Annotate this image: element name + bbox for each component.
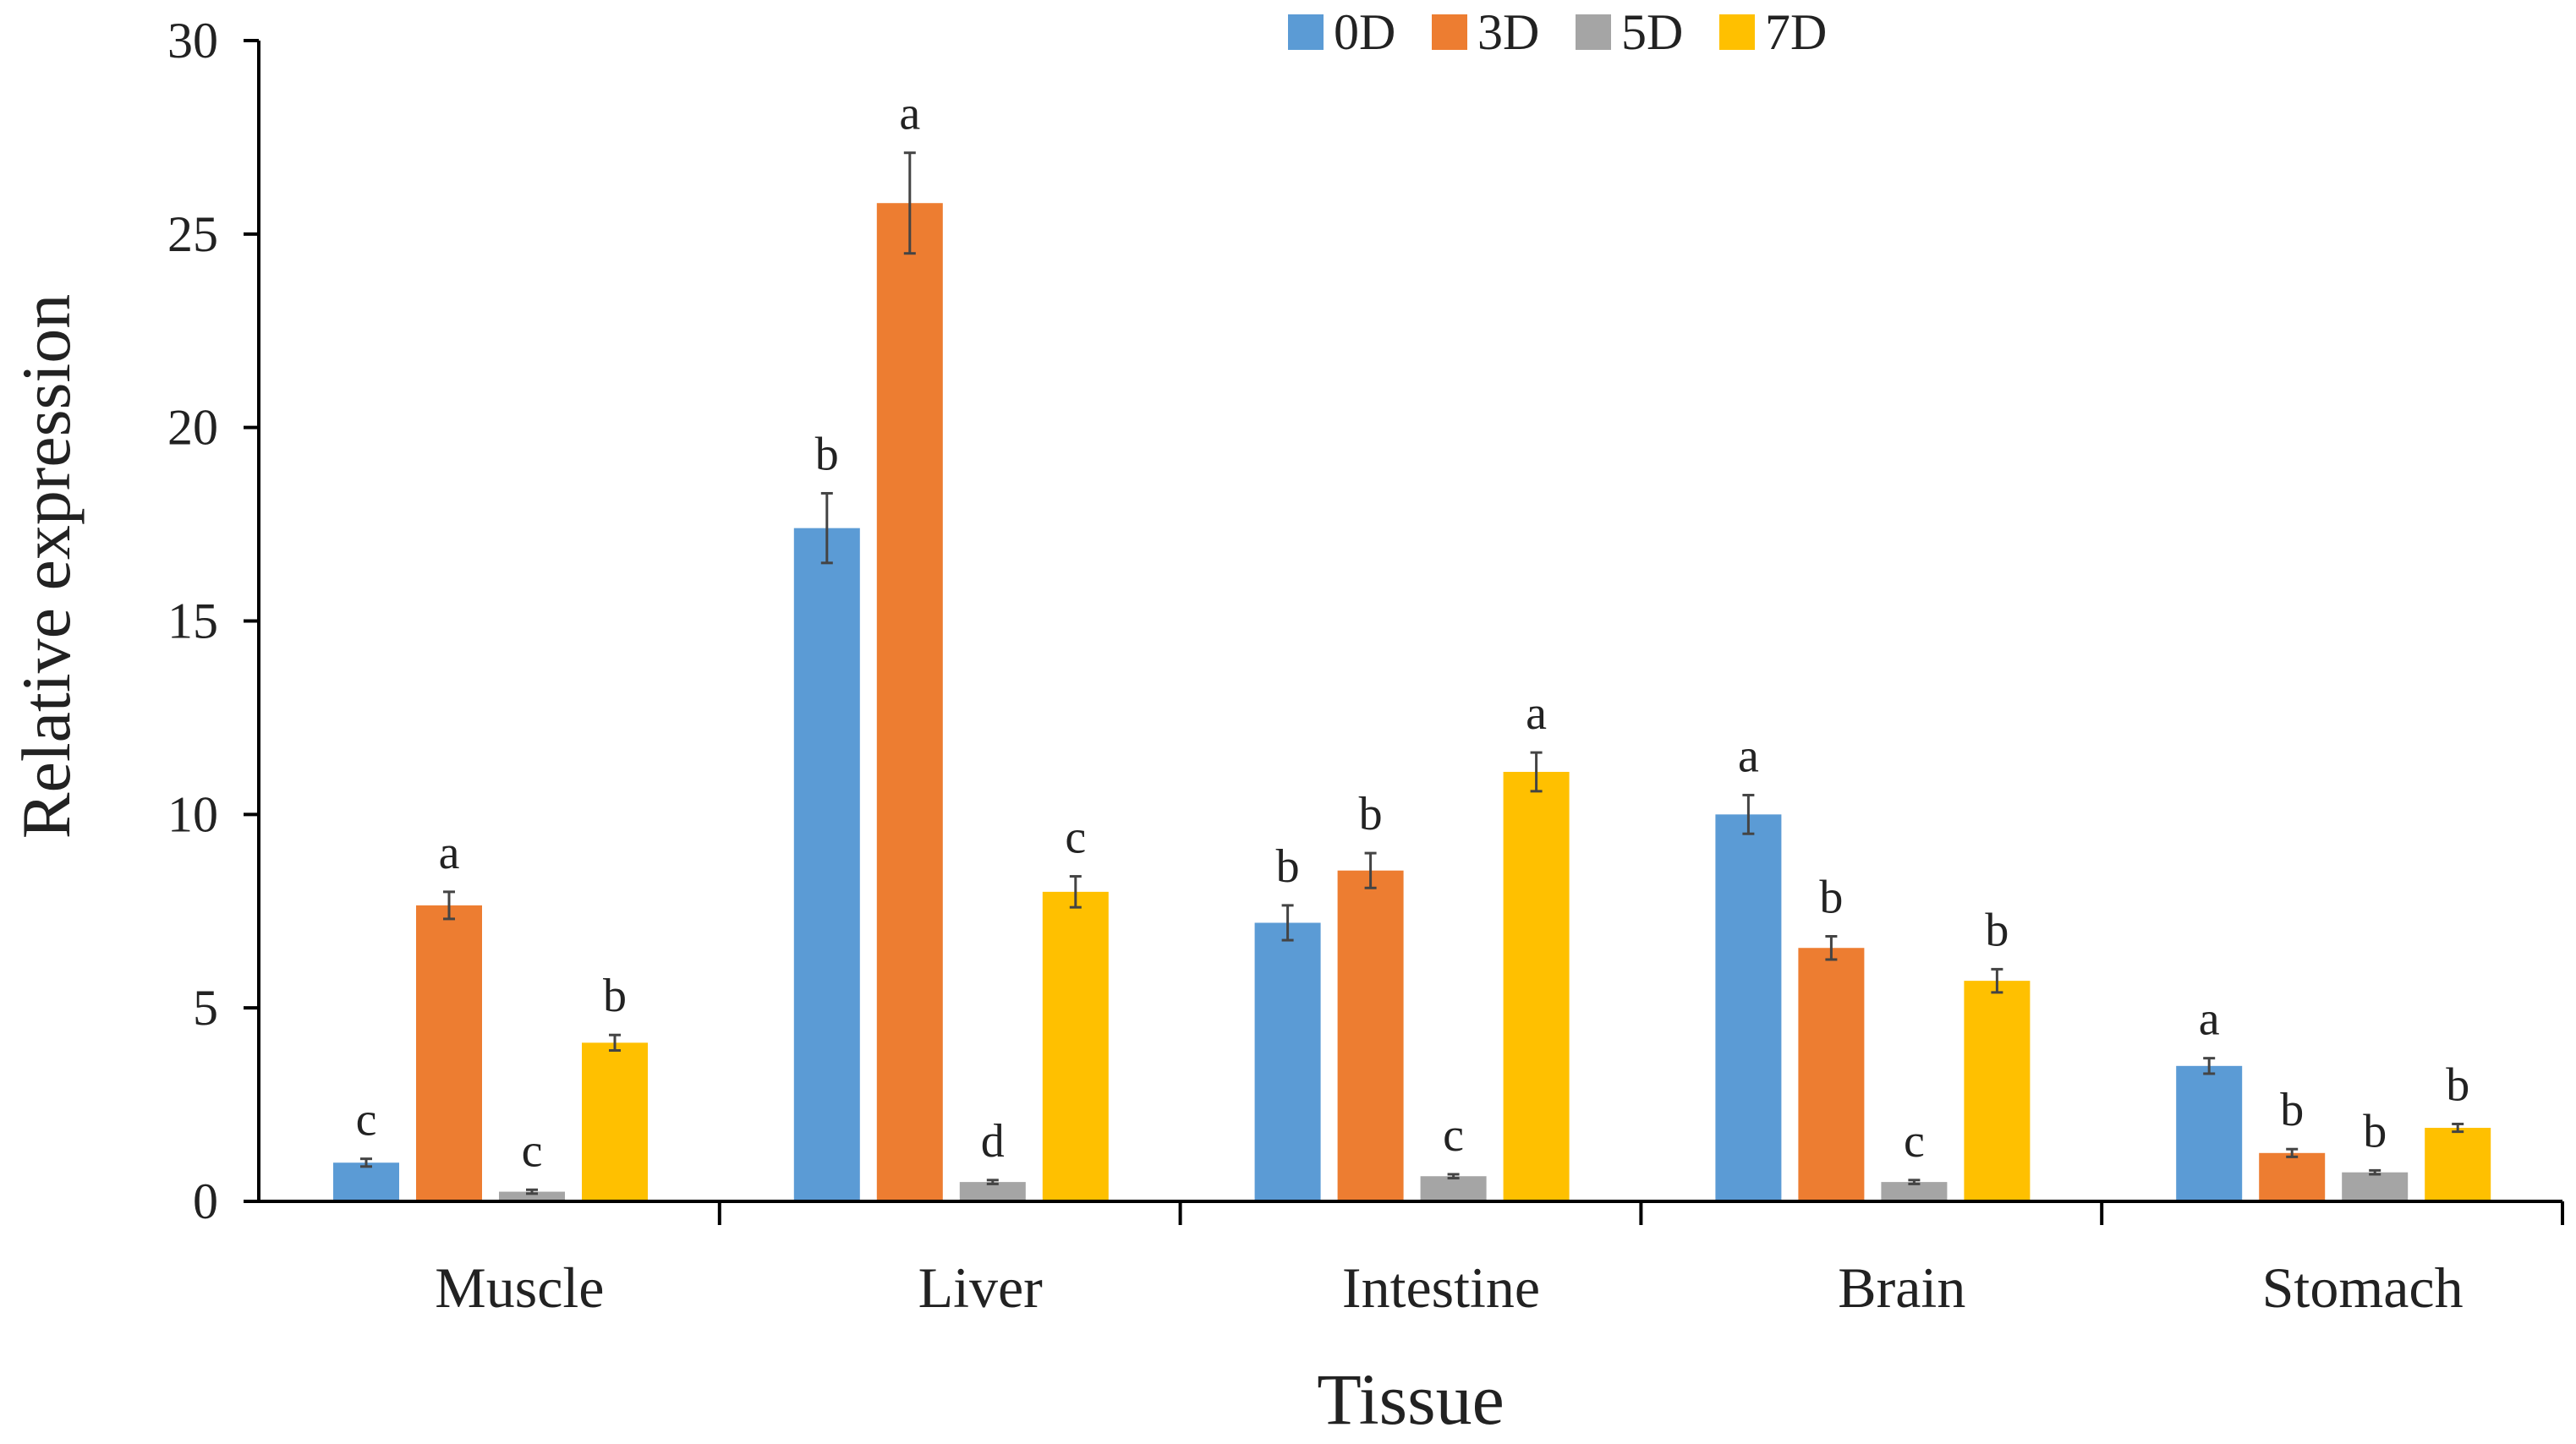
bar-intestine-5d bbox=[1420, 1176, 1487, 1201]
x-tick-label-liver: Liver bbox=[918, 1255, 1044, 1320]
error-bar-stomach-0d bbox=[2203, 1057, 2216, 1075]
axes-layer: 0 5 10 15 20 25 30 Muscle Liver Intestine Brain Sto… bbox=[167, 13, 2564, 1320]
bar-muscle-7d bbox=[582, 1042, 648, 1201]
significance-letter-muscle-0d: c bbox=[356, 1094, 377, 1146]
x-tick-label-stomach: Stomach bbox=[2262, 1255, 2464, 1320]
error-bar-liver-5d bbox=[986, 1179, 999, 1185]
bar-liver-0d bbox=[793, 528, 860, 1201]
bar-muscle-3d bbox=[416, 905, 482, 1201]
legend-item-7d: 7D bbox=[1719, 4, 1827, 60]
significance-letter-brain-7d: b bbox=[1985, 904, 2009, 956]
bar-muscle-0d bbox=[333, 1162, 399, 1201]
y-tick-label-20: 20 bbox=[167, 400, 218, 456]
bar-intestine-3d bbox=[1337, 870, 1404, 1201]
legend-item-0d: 0D bbox=[1288, 4, 1395, 60]
bar-stomach-7d bbox=[2425, 1128, 2491, 1201]
significance-letter-liver-3d: a bbox=[899, 88, 920, 140]
error-bar-brain-5d bbox=[1908, 1179, 1921, 1185]
significance-letter-muscle-5d: c bbox=[522, 1124, 543, 1177]
x-tick-label-brain: Brain bbox=[1838, 1255, 1965, 1320]
significance-letter-muscle-7d: b bbox=[603, 970, 627, 1022]
y-tick-label-0: 0 bbox=[193, 1173, 218, 1229]
significance-letter-liver-0d: b bbox=[815, 428, 839, 480]
error-bar-brain-3d bbox=[1825, 934, 1838, 961]
x-axis-title: Tissue bbox=[1317, 1359, 1504, 1440]
bar-liver-3d bbox=[876, 203, 943, 1202]
error-bars-layer bbox=[360, 151, 2464, 1195]
y-tick-label-15: 15 bbox=[167, 593, 218, 649]
significance-letter-stomach-3d: b bbox=[2280, 1084, 2304, 1136]
bar-brain-7d bbox=[1964, 981, 2031, 1201]
significance-letter-stomach-7d: b bbox=[2446, 1058, 2469, 1111]
bar-intestine-0d bbox=[1254, 922, 1321, 1201]
error-bar-brain-7d bbox=[1991, 967, 2003, 994]
bar-intestine-7d bbox=[1503, 771, 1570, 1201]
bars-layer bbox=[333, 203, 2491, 1202]
error-bar-muscle-3d bbox=[443, 890, 455, 921]
error-bar-intestine-5d bbox=[1447, 1173, 1460, 1180]
error-bar-stomach-3d bbox=[2286, 1147, 2299, 1158]
significance-letter-stomach-0d: a bbox=[2199, 993, 2220, 1046]
x-tick-label-intestine: Intestine bbox=[1342, 1255, 1540, 1320]
error-bar-muscle-7d bbox=[609, 1033, 621, 1053]
error-bar-intestine-3d bbox=[1364, 851, 1377, 889]
x-tick-label-muscle: Muscle bbox=[435, 1255, 604, 1320]
legend-swatch-0d bbox=[1288, 14, 1324, 50]
error-bar-intestine-7d bbox=[1530, 751, 1543, 793]
significance-letter-intestine-0d: b bbox=[1276, 840, 1300, 893]
bar-stomach-5d bbox=[2342, 1172, 2409, 1201]
significance-letter-stomach-5d: b bbox=[2363, 1105, 2387, 1157]
error-bar-stomach-5d bbox=[2369, 1168, 2381, 1176]
legend-label-7d: 7D bbox=[1765, 4, 1827, 60]
error-bar-liver-0d bbox=[820, 491, 833, 565]
legend-item-3d: 3D bbox=[1432, 4, 1539, 60]
error-bar-liver-3d bbox=[903, 151, 916, 255]
error-bar-muscle-0d bbox=[360, 1157, 372, 1168]
error-bar-liver-7d bbox=[1069, 875, 1082, 909]
bar-brain-3d bbox=[1798, 948, 1865, 1201]
bar-stomach-3d bbox=[2259, 1152, 2326, 1201]
significance-letter-liver-7d: c bbox=[1065, 812, 1086, 864]
significance-letter-liver-5d: d bbox=[981, 1115, 1005, 1168]
significance-letters-layer: c a c b b a d c b b c a a b c b a b b b bbox=[356, 88, 2470, 1178]
legend-label-5d: 5D bbox=[1621, 4, 1683, 60]
y-axis-title: Relative expression bbox=[8, 294, 85, 839]
legend-label-0d: 0D bbox=[1334, 4, 1395, 60]
error-bar-stomach-7d bbox=[2452, 1122, 2464, 1134]
error-bar-muscle-5d bbox=[526, 1188, 538, 1195]
significance-letter-brain-5d: c bbox=[1904, 1115, 1925, 1168]
significance-letter-muscle-3d: a bbox=[439, 827, 460, 879]
error-bar-brain-0d bbox=[1742, 793, 1755, 835]
legend-item-5d: 5D bbox=[1576, 4, 1683, 60]
y-tick-label-25: 25 bbox=[167, 206, 218, 262]
bar-stomach-0d bbox=[2176, 1065, 2243, 1201]
bar-liver-5d bbox=[959, 1182, 1026, 1201]
y-tick-label-10: 10 bbox=[167, 786, 218, 842]
bar-brain-0d bbox=[1715, 814, 1782, 1201]
bar-liver-7d bbox=[1042, 891, 1109, 1201]
bar-brain-5d bbox=[1881, 1182, 1948, 1201]
significance-letter-intestine-3d: b bbox=[1359, 788, 1383, 840]
legend-swatch-3d bbox=[1432, 14, 1467, 50]
significance-letter-brain-3d: b bbox=[1819, 871, 1843, 923]
significance-letter-intestine-5d: c bbox=[1443, 1109, 1464, 1162]
significance-letter-intestine-7d: a bbox=[1526, 687, 1547, 740]
y-tick-label-5: 5 bbox=[193, 980, 218, 1036]
legend-swatch-7d bbox=[1719, 14, 1755, 50]
legend-swatch-5d bbox=[1576, 14, 1611, 50]
legend: 0D 3D 5D 7D bbox=[1288, 4, 1827, 60]
significance-letter-brain-0d: a bbox=[1738, 730, 1759, 782]
y-tick-label-30: 30 bbox=[167, 13, 218, 68]
bar-muscle-5d bbox=[499, 1191, 565, 1201]
error-bar-intestine-0d bbox=[1281, 904, 1294, 942]
legend-label-3d: 3D bbox=[1477, 4, 1539, 60]
